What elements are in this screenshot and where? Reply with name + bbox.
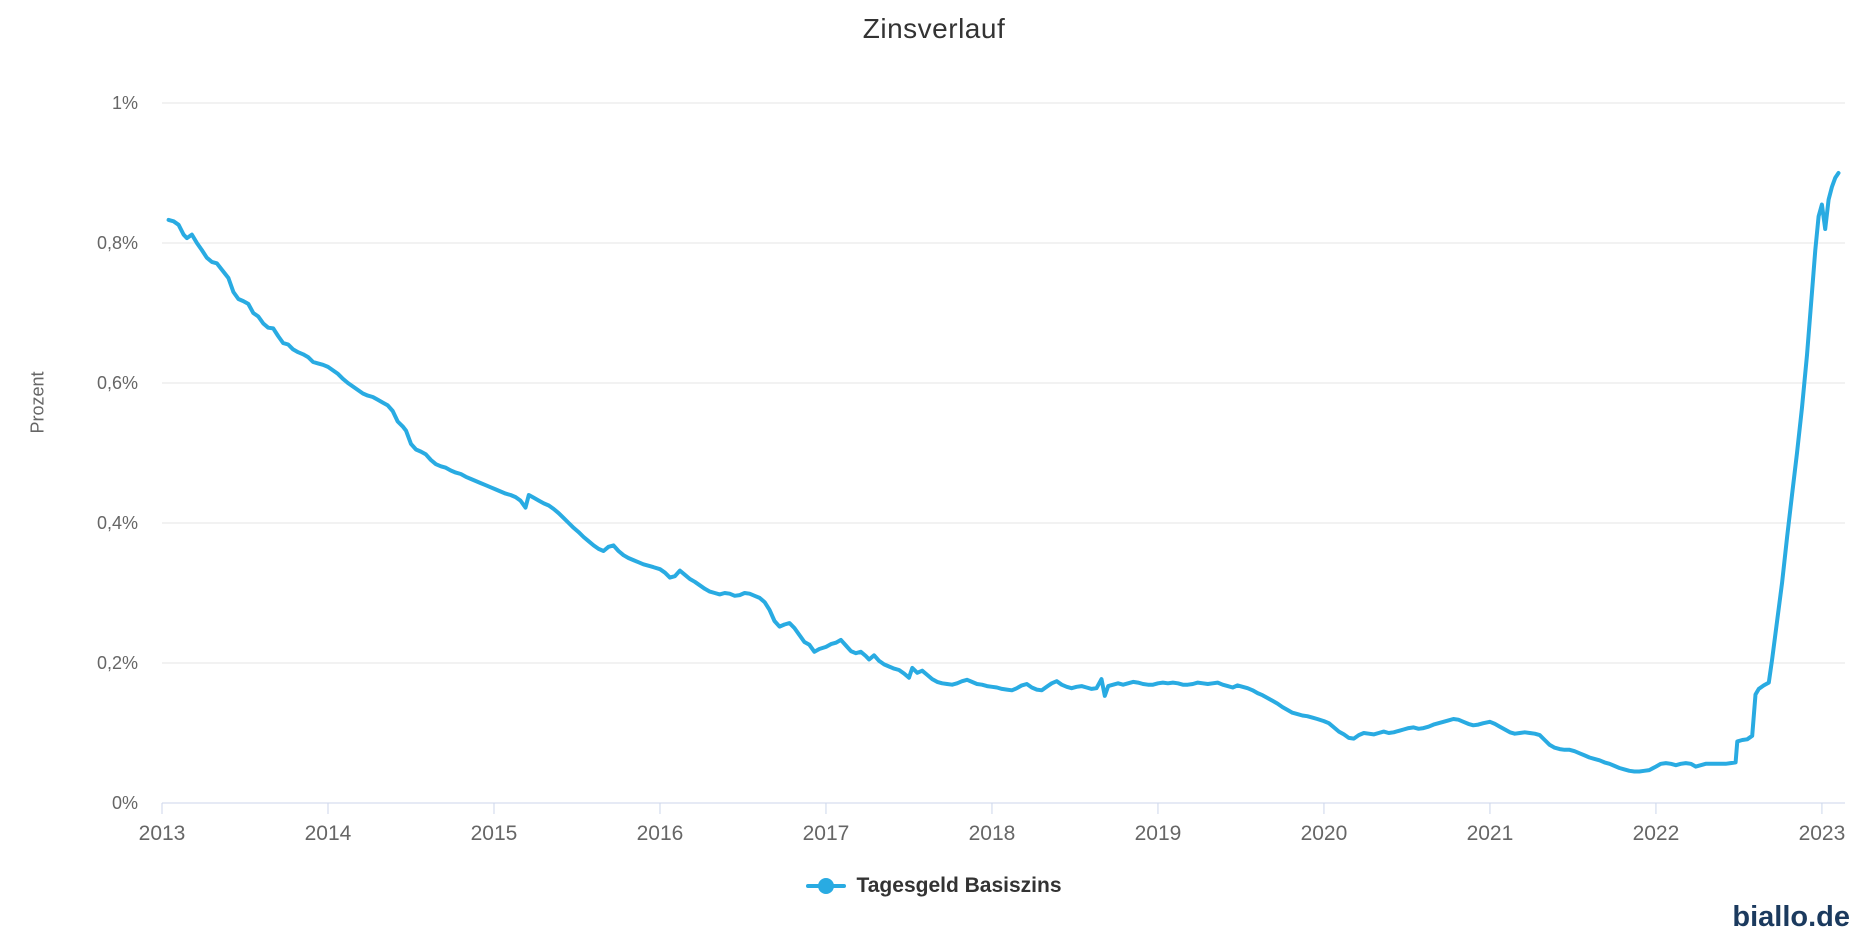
series-line [166, 171, 1841, 774]
branding-logo: biallo.de [1732, 901, 1850, 933]
y-axis-tick-label: 0,2% [97, 653, 138, 673]
y-axis-tick-label: 0,8% [97, 233, 138, 253]
legend-marker-circle [818, 878, 835, 894]
x-axis-tick-label: 2019 [1135, 822, 1182, 845]
x-axis-tick-label: 2018 [969, 822, 1016, 845]
y-axis-tick-label: 0,6% [97, 373, 138, 393]
x-axis-tick-label: 2017 [803, 822, 850, 845]
y-axis-tick-label: 0,4% [97, 513, 138, 533]
x-axis-tick-label: 2014 [305, 822, 352, 845]
x-axis-tick-label: 2015 [471, 822, 518, 845]
chart-title: Zinsverlauf [862, 13, 1006, 44]
legend-label: Tagesgeld Basiszins [856, 874, 1062, 897]
x-axis-tick-label: 2020 [1301, 822, 1348, 845]
legend-item-tagesgeld-basiszins[interactable]: Tagesgeld Basiszins [0, 874, 1868, 898]
x-axis-tick-label: 2022 [1633, 822, 1680, 845]
y-axis-tick-label: 1% [112, 93, 138, 113]
x-axis-tick-label: 2023 [1799, 822, 1846, 845]
x-axis-tick-label: 2013 [139, 822, 186, 845]
x-axis-tick-label: 2016 [637, 822, 684, 845]
x-axis-tick-label: 2021 [1467, 822, 1514, 845]
legend-marker-icon [806, 878, 847, 894]
y-axis-tick-label: 0% [112, 793, 138, 813]
